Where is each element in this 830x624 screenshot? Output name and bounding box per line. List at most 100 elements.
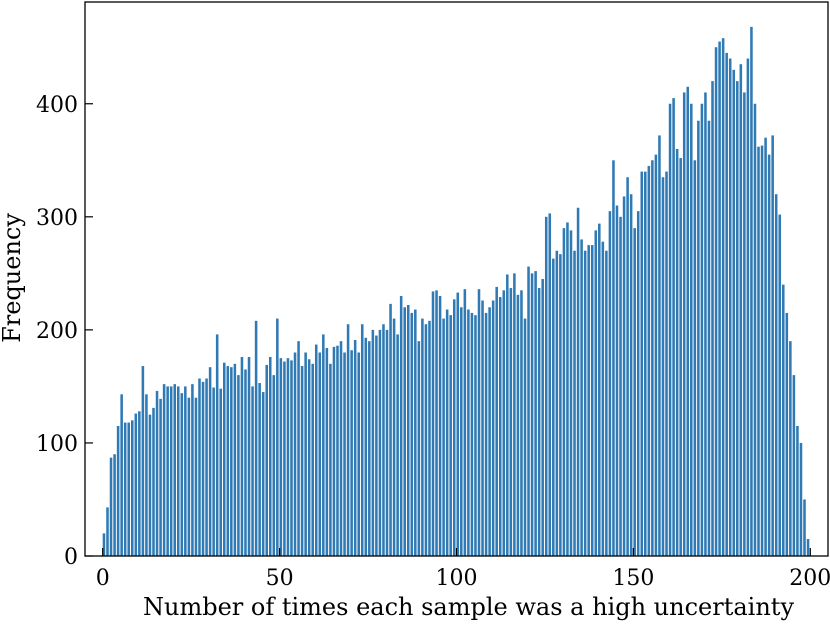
histogram-bar bbox=[576, 207, 580, 556]
histogram-bar bbox=[240, 357, 244, 556]
histogram-bar bbox=[753, 103, 757, 557]
histogram-bar bbox=[414, 309, 417, 556]
histogram-bar bbox=[541, 279, 544, 556]
histogram-bar bbox=[208, 367, 212, 556]
histogram-bar bbox=[506, 274, 509, 556]
histogram-bar bbox=[442, 318, 445, 556]
histogram-bar bbox=[693, 160, 697, 557]
histogram-bar bbox=[736, 81, 739, 557]
histogram-bar bbox=[406, 305, 410, 556]
histogram-bar bbox=[527, 266, 530, 556]
histogram-bar bbox=[438, 295, 442, 556]
y-tick-label: 100 bbox=[36, 432, 78, 457]
histogram-bar bbox=[350, 350, 353, 556]
histogram-bar bbox=[389, 303, 392, 556]
histogram-bar bbox=[424, 324, 428, 556]
histogram-bar bbox=[640, 171, 644, 556]
histogram-bar bbox=[403, 307, 406, 556]
histogram-bar bbox=[792, 375, 796, 556]
histogram-bar bbox=[212, 387, 215, 556]
histogram-bar bbox=[778, 214, 782, 556]
histogram-bar bbox=[173, 384, 176, 556]
histogram-bar bbox=[598, 223, 601, 556]
histogram-bar bbox=[329, 363, 332, 556]
histogram-bar bbox=[704, 92, 707, 557]
histogram-bar bbox=[569, 230, 573, 556]
histogram-bar bbox=[304, 352, 307, 556]
histogram-bar bbox=[449, 315, 452, 556]
histogram-bar bbox=[573, 250, 576, 557]
histogram-bar bbox=[180, 393, 184, 556]
histogram-bar bbox=[198, 378, 201, 556]
histogram-bar bbox=[555, 250, 559, 557]
histogram-bar bbox=[314, 344, 318, 556]
histogram-bar bbox=[297, 341, 300, 556]
histogram-bar bbox=[633, 228, 636, 557]
histogram-bar bbox=[417, 341, 421, 556]
histogram-bar bbox=[311, 363, 314, 556]
histogram-bar bbox=[502, 290, 506, 556]
histogram-bar bbox=[739, 64, 743, 557]
histogram-bar bbox=[113, 454, 116, 556]
histogram-bar bbox=[594, 230, 598, 556]
histogram-bar bbox=[279, 358, 283, 556]
histogram-bar bbox=[385, 329, 389, 556]
histogram-bar bbox=[799, 442, 803, 556]
x-axis-ticks: 0 50 100 150 200 bbox=[96, 548, 830, 591]
histogram-bar bbox=[707, 120, 711, 556]
histogram-bar bbox=[513, 273, 516, 556]
y-tick-label: 300 bbox=[36, 206, 78, 231]
histogram-bar bbox=[421, 318, 424, 556]
histogram-bar bbox=[523, 318, 527, 556]
histogram-bar bbox=[697, 120, 700, 556]
histogram-bar bbox=[286, 358, 290, 556]
y-tick-label: 200 bbox=[36, 319, 78, 344]
histogram-bar bbox=[498, 297, 502, 556]
histogram-bar bbox=[470, 312, 474, 556]
histogram-bar bbox=[290, 360, 293, 556]
histogram-bar bbox=[665, 171, 668, 556]
histogram-bar bbox=[764, 137, 767, 556]
histogram-bar bbox=[123, 422, 127, 556]
histogram-bar bbox=[187, 397, 191, 556]
histogram-bar bbox=[721, 38, 725, 557]
histogram-bar bbox=[537, 288, 541, 556]
histogram-bar bbox=[679, 158, 682, 557]
histogram-bar bbox=[495, 286, 498, 556]
histogram-bar bbox=[360, 324, 364, 556]
histogram-bar bbox=[491, 300, 495, 556]
histogram-bar bbox=[654, 154, 658, 556]
histogram-bar bbox=[428, 320, 431, 556]
histogram-bar bbox=[757, 146, 760, 556]
histogram-bar bbox=[176, 386, 180, 556]
histogram-bar bbox=[612, 160, 615, 557]
histogram-bar bbox=[261, 392, 265, 556]
histogram-bar bbox=[566, 222, 569, 556]
histogram-bar bbox=[559, 254, 562, 556]
histogram-bar bbox=[169, 386, 173, 556]
histogram-bar bbox=[371, 329, 375, 556]
histogram-bar bbox=[590, 245, 594, 556]
histogram-bar bbox=[467, 309, 470, 556]
histogram-bar bbox=[375, 335, 378, 556]
histogram-bar bbox=[325, 347, 329, 556]
histogram-bar bbox=[155, 390, 159, 556]
histogram-bar bbox=[725, 52, 728, 556]
histogram-bar bbox=[276, 318, 279, 556]
histogram-bar bbox=[552, 258, 555, 556]
histogram-bar bbox=[152, 407, 155, 556]
histogram-bar bbox=[668, 103, 672, 557]
histogram-bar bbox=[605, 250, 608, 557]
histogram-bar bbox=[205, 378, 208, 556]
histogram-bar bbox=[488, 307, 491, 556]
histogram-bar bbox=[130, 420, 134, 556]
histogram-bar bbox=[711, 81, 714, 557]
histogram-bar bbox=[145, 394, 148, 556]
bars-group bbox=[102, 26, 810, 557]
y-tick-label: 400 bbox=[36, 93, 78, 118]
histogram-bar bbox=[675, 148, 679, 556]
histogram-bar bbox=[785, 312, 789, 556]
histogram-bar bbox=[774, 194, 778, 556]
histogram-bar bbox=[750, 26, 753, 556]
